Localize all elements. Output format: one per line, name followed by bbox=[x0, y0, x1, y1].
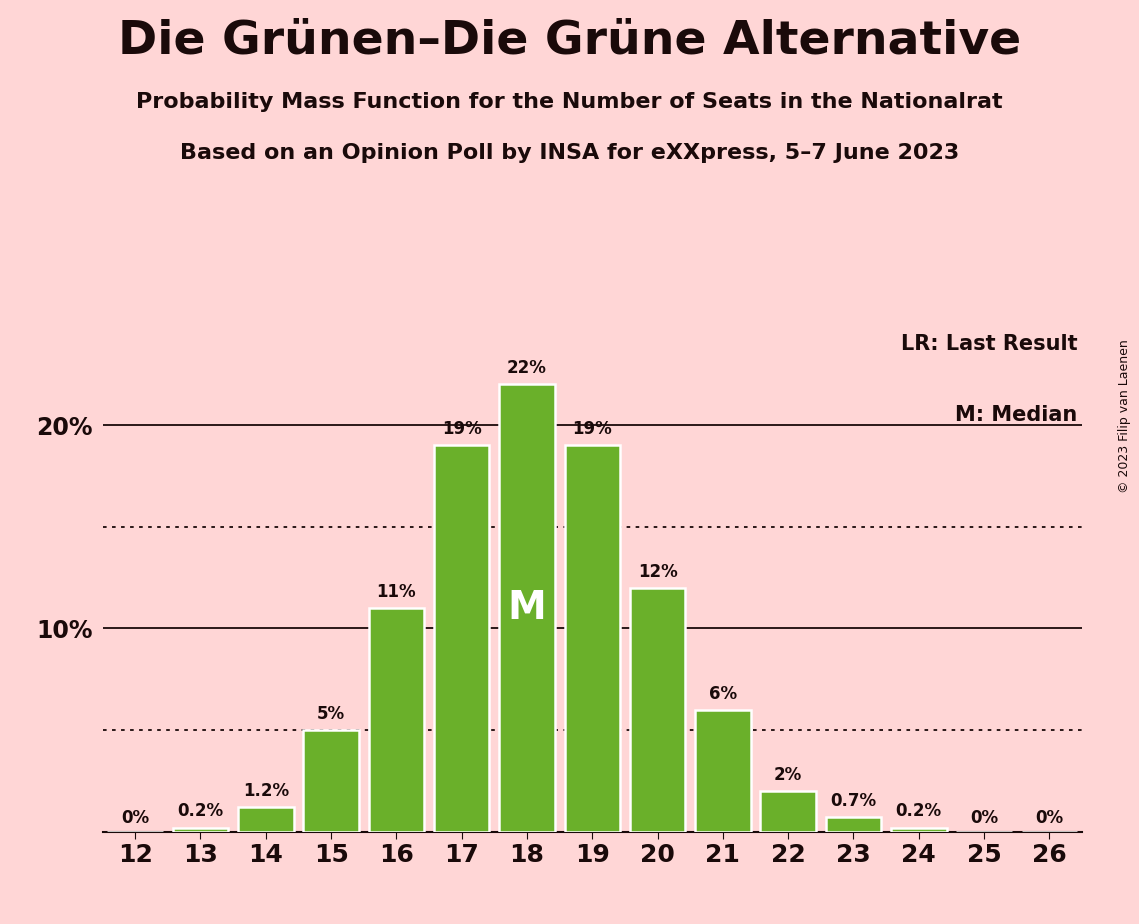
Text: Probability Mass Function for the Number of Seats in the Nationalrat: Probability Mass Function for the Number… bbox=[137, 92, 1002, 113]
Bar bbox=[303, 730, 359, 832]
Text: 0%: 0% bbox=[1035, 808, 1064, 826]
Bar bbox=[499, 384, 555, 832]
Text: M: M bbox=[508, 589, 547, 627]
Text: © 2023 Filip van Laenen: © 2023 Filip van Laenen bbox=[1118, 339, 1131, 492]
Text: 0%: 0% bbox=[970, 808, 998, 826]
Text: 0.7%: 0.7% bbox=[830, 792, 877, 810]
Text: 0.2%: 0.2% bbox=[895, 802, 942, 821]
Text: 11%: 11% bbox=[377, 583, 416, 601]
Text: Based on an Opinion Poll by INSA for eXXpress, 5–7 June 2023: Based on an Opinion Poll by INSA for eXX… bbox=[180, 143, 959, 164]
Bar bbox=[891, 828, 947, 832]
Text: 0.2%: 0.2% bbox=[178, 802, 223, 821]
Text: 1.2%: 1.2% bbox=[243, 782, 289, 800]
Bar bbox=[761, 791, 816, 832]
Bar bbox=[369, 608, 424, 832]
Bar bbox=[565, 445, 620, 832]
Bar bbox=[826, 818, 882, 832]
Text: Die Grünen–Die Grüne Alternative: Die Grünen–Die Grüne Alternative bbox=[118, 18, 1021, 64]
Bar bbox=[434, 445, 490, 832]
Text: M: Median: M: Median bbox=[954, 405, 1077, 425]
Text: 5%: 5% bbox=[317, 705, 345, 723]
Text: 0%: 0% bbox=[121, 808, 149, 826]
Text: 6%: 6% bbox=[708, 685, 737, 702]
Text: 22%: 22% bbox=[507, 359, 547, 377]
Text: 19%: 19% bbox=[573, 420, 612, 438]
Text: 12%: 12% bbox=[638, 563, 678, 580]
Text: LR: LR bbox=[1030, 923, 1068, 924]
Text: 19%: 19% bbox=[442, 420, 482, 438]
Text: LR: Last Result: LR: Last Result bbox=[901, 334, 1077, 354]
Bar bbox=[173, 828, 228, 832]
Bar bbox=[695, 710, 751, 832]
Text: 2%: 2% bbox=[775, 766, 802, 784]
Bar bbox=[630, 588, 686, 832]
Bar bbox=[238, 808, 294, 832]
